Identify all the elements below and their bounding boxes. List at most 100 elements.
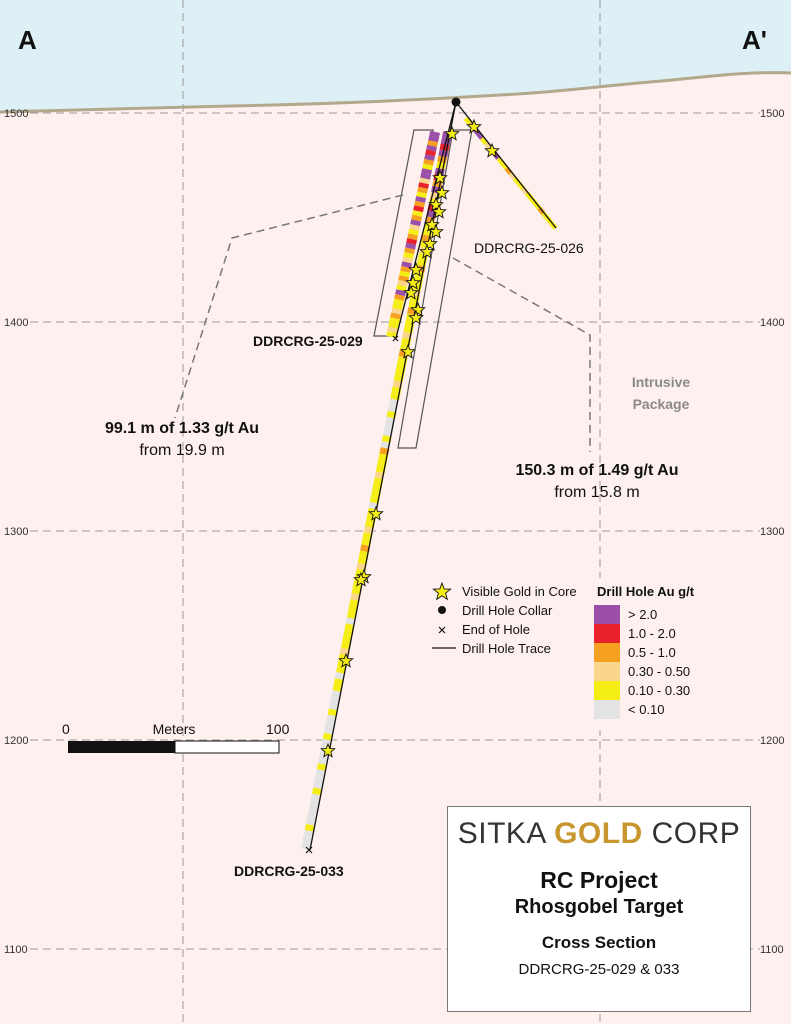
drill-hole-033-interval — [304, 823, 315, 832]
visible-gold-star-icon — [432, 169, 448, 185]
drill-hole-029-interval — [416, 191, 427, 199]
visible-gold-star-icon — [466, 118, 482, 134]
intercept-bracket-033 — [397, 129, 473, 449]
drill-hole-033-interval — [318, 757, 329, 765]
section-end-label: A' — [742, 25, 767, 55]
visible-gold-star-icon — [428, 196, 444, 212]
legend-swatch — [594, 662, 620, 681]
end-of-hole-markers — [305, 335, 399, 854]
drill-hole-033-interval — [312, 787, 322, 796]
legend-trace-label: Drill Hole Trace — [462, 641, 551, 656]
drill-hole-026-interval — [504, 166, 513, 175]
leader-line-029 — [174, 194, 404, 419]
drill-hole-033-interval — [306, 817, 316, 826]
legend-swatch — [594, 681, 620, 700]
company-logo: SITKA GOLD CORP — [448, 817, 750, 851]
hole-label-026: DDRCRG-25-026 — [474, 240, 584, 256]
drill-hole-029-interval — [426, 144, 437, 152]
drill-hole-029-interval — [415, 196, 426, 203]
logo-sitka: SITKA — [457, 817, 555, 850]
scale-bar-white — [174, 740, 280, 754]
drill-hole-033-interval — [360, 544, 371, 553]
drill-hole-029-interval — [393, 298, 404, 306]
visible-gold-star-icon — [422, 235, 438, 251]
drill-hole-033-interval — [342, 635, 353, 644]
drill-hole-033-interval — [371, 489, 381, 498]
legend-swatch — [594, 605, 620, 624]
drill-hole-029-interval — [405, 242, 416, 250]
elev-label-right: 1300 — [760, 526, 784, 538]
end-of-hole-033 — [305, 846, 313, 854]
title-block: SITKA GOLD CORP RC Project Rhosgobel Tar… — [447, 806, 751, 1012]
elev-label-left: 1100 — [4, 944, 28, 956]
section-title: Cross Section — [541, 933, 657, 952]
visible-gold-star-icon — [408, 261, 424, 277]
visible-gold-star-icon — [444, 125, 460, 141]
drill-hole-033-interval — [334, 672, 345, 680]
drill-hole-029 — [386, 130, 440, 338]
drill-hole-029-interval — [391, 307, 402, 315]
legend-grade-label: 0.10 - 0.30 — [628, 683, 690, 698]
drill-hole-033-interval — [330, 696, 341, 705]
drill-hole-026-interval — [525, 191, 533, 200]
visible-gold-star-icon — [428, 223, 444, 239]
drill-hole-029-interval — [402, 256, 413, 264]
drill-hole-033-interval — [333, 678, 344, 686]
drill-hole-029-interval — [400, 266, 411, 273]
drill-hole-026-interval — [480, 136, 488, 145]
leader-line-033 — [452, 257, 591, 452]
drill-hole-033-interval — [343, 629, 354, 638]
scale-bar-end: 100 — [266, 721, 290, 737]
drill-hole-033-interval — [316, 763, 327, 771]
drill-trace-029 — [395, 101, 457, 339]
drill-hole-029-interval — [425, 149, 436, 157]
drill-hole-029-interval — [397, 280, 408, 287]
intercept-033-grade: 150.3 m of 1.49 g/t Au — [515, 462, 678, 479]
drill-hole-033-interval — [313, 781, 324, 790]
elev-label-left: 1500 — [4, 108, 28, 120]
elev-label-right: 1400 — [760, 317, 784, 329]
sky-area — [0, 0, 791, 112]
hole-label-033: DDRCRG-25-033 — [234, 863, 344, 879]
zone-label-line2: Package — [633, 396, 690, 412]
legend: Visible Gold in Core Drill Hole Collar E… — [428, 578, 728, 730]
drill-hole-033-interval — [357, 556, 368, 565]
visible-gold-star-icon — [408, 309, 424, 325]
drill-hole-033-interval — [363, 526, 374, 534]
drill-hole-029-interval — [396, 284, 407, 292]
drill-hole-029-interval — [413, 205, 424, 213]
drill-hole-029-interval — [429, 130, 440, 138]
end-of-hole-029 — [392, 335, 399, 342]
drill-hole-026-interval — [516, 181, 525, 190]
drill-hole-029-interval — [412, 210, 423, 217]
drill-hole-033-interval — [310, 793, 321, 802]
legend-grade-label: > 2.0 — [628, 607, 657, 622]
drill-hole-029-interval — [421, 168, 432, 175]
legend-end-of-hole-label: End of Hole — [462, 622, 530, 637]
drill-hole-026-interval — [508, 171, 517, 180]
drill-hole-029-interval — [404, 247, 415, 255]
drill-hole-029-interval — [419, 177, 430, 185]
drill-hole-033-interval — [349, 599, 360, 607]
drill-hole-029-interval — [387, 326, 398, 334]
elev-label-left: 1200 — [4, 735, 28, 747]
drill-hole-033-interval — [358, 550, 369, 559]
drill-hole-029-interval — [427, 140, 438, 147]
drill-hole-033-interval — [326, 714, 337, 723]
drill-hole-033-interval — [328, 702, 339, 711]
drill-hole-026-interval — [521, 186, 529, 195]
visible-gold-star-icon — [403, 284, 419, 300]
elev-label-left: 1300 — [4, 526, 28, 538]
project-title: RC Project — [540, 867, 658, 893]
drill-hole-033-interval — [327, 708, 338, 717]
drill-hole-033-interval — [321, 738, 332, 747]
drill-hole-033-interval — [308, 805, 319, 814]
drill-hole-029-interval — [418, 182, 429, 189]
drill-hole-029-interval — [394, 294, 405, 301]
drill-hole-026-interval — [463, 116, 472, 125]
drill-hole-029-interval — [386, 331, 397, 338]
hole-label-029: DDRCRG-25-029 — [253, 333, 363, 349]
visible-gold-star-icon — [405, 274, 421, 290]
drill-hole-029-interval — [401, 261, 412, 269]
